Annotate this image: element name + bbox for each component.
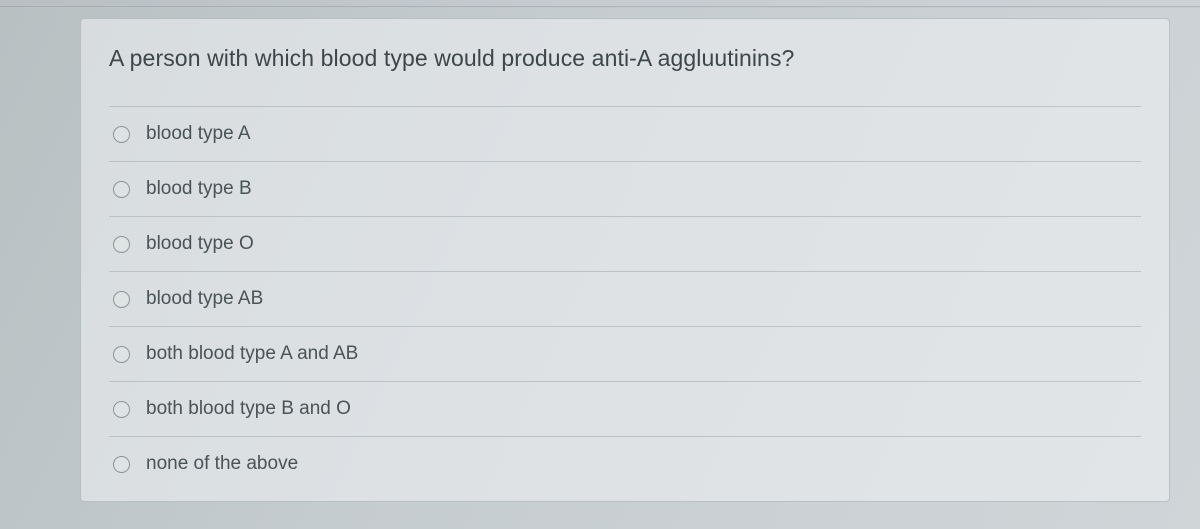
radio-icon[interactable] bbox=[113, 401, 130, 418]
option-row-3[interactable]: blood type AB bbox=[109, 271, 1141, 326]
option-label: blood type A bbox=[146, 123, 251, 145]
option-label: blood type B bbox=[146, 178, 252, 200]
option-row-1[interactable]: blood type B bbox=[109, 161, 1141, 216]
option-label: both blood type B and O bbox=[146, 398, 351, 420]
radio-icon[interactable] bbox=[113, 346, 130, 363]
option-label: blood type O bbox=[146, 233, 254, 255]
option-row-2[interactable]: blood type O bbox=[109, 216, 1141, 271]
option-row-6[interactable]: none of the above bbox=[109, 436, 1141, 491]
radio-icon[interactable] bbox=[113, 126, 130, 143]
question-prompt: A person with which blood type would pro… bbox=[109, 45, 1141, 72]
option-row-0[interactable]: blood type A bbox=[109, 106, 1141, 161]
radio-icon[interactable] bbox=[113, 456, 130, 473]
option-label: both blood type A and AB bbox=[146, 343, 358, 365]
option-label: none of the above bbox=[146, 453, 298, 475]
option-label: blood type AB bbox=[146, 288, 263, 310]
page-top-rule bbox=[0, 6, 1200, 8]
option-row-5[interactable]: both blood type B and O bbox=[109, 381, 1141, 436]
question-card: A person with which blood type would pro… bbox=[80, 18, 1170, 502]
radio-icon[interactable] bbox=[113, 181, 130, 198]
radio-icon[interactable] bbox=[113, 236, 130, 253]
radio-icon[interactable] bbox=[113, 291, 130, 308]
option-row-4[interactable]: both blood type A and AB bbox=[109, 326, 1141, 381]
